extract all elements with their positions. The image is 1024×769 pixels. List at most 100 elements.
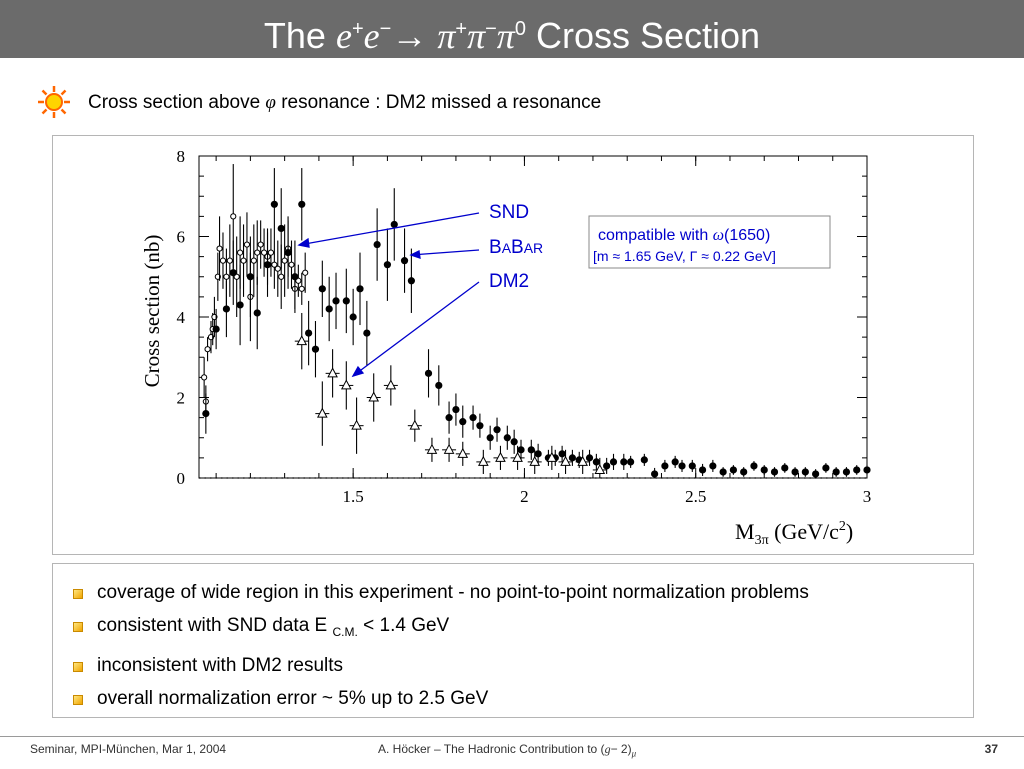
snd-marker bbox=[254, 249, 261, 256]
babar-point bbox=[832, 467, 840, 477]
dm2-marker bbox=[351, 419, 362, 430]
babar-marker bbox=[863, 466, 871, 474]
babar-point bbox=[770, 467, 779, 477]
dm2-point bbox=[527, 449, 542, 474]
title-sup: 0 bbox=[514, 18, 526, 40]
snd-point bbox=[288, 240, 295, 289]
babar-point bbox=[671, 455, 679, 468]
bullet-panel: coverage of wide region in this experime… bbox=[52, 563, 974, 718]
babar-point bbox=[822, 463, 830, 473]
babar-point bbox=[678, 459, 686, 472]
dm2-marker bbox=[409, 419, 421, 430]
slide-footer: Seminar, MPI-München, Mar 1, 2004 A. Höc… bbox=[0, 736, 1024, 769]
babar-marker bbox=[476, 422, 484, 430]
y-tick-label: 2 bbox=[177, 389, 186, 408]
omega-annotation-box bbox=[588, 215, 831, 269]
snd-point bbox=[281, 224, 288, 297]
babar-marker bbox=[620, 458, 628, 466]
dm2-point bbox=[544, 445, 559, 470]
babar-marker bbox=[349, 313, 357, 321]
bullet-item: coverage of wide region in this experime… bbox=[73, 576, 973, 609]
babar-point bbox=[609, 453, 618, 470]
title-pi: π bbox=[496, 16, 515, 56]
snd-point bbox=[250, 224, 257, 297]
babar-point bbox=[812, 469, 820, 478]
babar-marker bbox=[246, 273, 254, 281]
babar-point bbox=[298, 168, 306, 241]
snd-point bbox=[243, 212, 251, 277]
babar-point bbox=[750, 461, 758, 471]
babar-point bbox=[620, 453, 628, 470]
babar-marker bbox=[356, 285, 364, 293]
dm2-point bbox=[407, 409, 422, 442]
babar-marker bbox=[812, 470, 820, 478]
snd-point bbox=[240, 224, 247, 297]
dm2-marker bbox=[457, 447, 469, 458]
bullet-item: inconsistent with DM2 results bbox=[73, 649, 973, 682]
dm2-point bbox=[592, 457, 607, 478]
babar-marker bbox=[459, 418, 467, 426]
dm2-label: DM2 bbox=[489, 271, 529, 292]
square-bullet-icon bbox=[73, 661, 83, 672]
babar-point bbox=[640, 453, 648, 466]
dm2-point bbox=[575, 449, 590, 474]
babar-point bbox=[305, 300, 313, 366]
x-tick-label: 2 bbox=[520, 487, 529, 506]
x-tick-label: 3 bbox=[863, 487, 872, 506]
snd-point bbox=[216, 216, 223, 281]
snd-marker bbox=[243, 241, 251, 248]
title-pi: π bbox=[467, 16, 486, 56]
snd-point bbox=[271, 240, 278, 289]
babar-marker bbox=[760, 466, 768, 474]
snd-marker bbox=[302, 269, 309, 276]
bullet-list: coverage of wide region in this experime… bbox=[53, 564, 973, 715]
babar-point bbox=[435, 365, 443, 406]
snd-point bbox=[257, 220, 264, 269]
babar-point bbox=[400, 228, 409, 293]
babar-marker bbox=[390, 220, 398, 229]
dm2-point bbox=[424, 437, 439, 462]
snd-marker bbox=[257, 241, 264, 248]
babar-marker bbox=[486, 434, 494, 442]
footer-center: A. Höcker – The Hadronic Contribution to… bbox=[378, 742, 637, 759]
phi-symbol: φ bbox=[265, 92, 276, 113]
x-tick-label: 2.5 bbox=[685, 487, 706, 506]
dm2-point bbox=[383, 365, 398, 406]
babar-marker bbox=[407, 277, 415, 285]
title-pi: π bbox=[437, 16, 456, 56]
dm2-point bbox=[476, 449, 491, 474]
babar-marker bbox=[568, 454, 576, 462]
babar-point bbox=[527, 439, 535, 460]
snd-marker bbox=[298, 285, 305, 292]
babar-marker bbox=[305, 329, 313, 337]
subtitle: Cross section above φ resonance : DM2 mi… bbox=[88, 92, 601, 114]
babar-point bbox=[760, 465, 768, 475]
title-e: e bbox=[335, 16, 352, 56]
babar-marker bbox=[311, 345, 320, 353]
babar-point bbox=[424, 349, 433, 398]
babar-point bbox=[781, 463, 789, 473]
babar-point bbox=[277, 188, 285, 269]
babar-point bbox=[568, 449, 576, 466]
snd-point bbox=[274, 240, 281, 297]
snd-marker bbox=[230, 213, 237, 220]
babar-point bbox=[863, 465, 871, 475]
square-bullet-icon bbox=[73, 589, 83, 599]
babar-point bbox=[452, 393, 460, 426]
babar-marker bbox=[770, 468, 779, 476]
dm2-point bbox=[558, 449, 573, 474]
babar-marker bbox=[678, 462, 686, 470]
babar-marker bbox=[801, 468, 809, 476]
babar-marker bbox=[585, 454, 594, 462]
babar-marker bbox=[212, 325, 220, 333]
babar-marker bbox=[750, 462, 758, 470]
babar-marker bbox=[222, 305, 231, 313]
square-bullet-icon bbox=[73, 622, 83, 632]
babar-marker bbox=[781, 464, 789, 472]
babar-point bbox=[356, 252, 364, 326]
snd-point bbox=[201, 357, 208, 398]
title-text: Cross Section bbox=[525, 15, 761, 56]
babar-point bbox=[627, 455, 635, 468]
babar-point bbox=[222, 280, 231, 338]
babar-point bbox=[311, 321, 320, 378]
